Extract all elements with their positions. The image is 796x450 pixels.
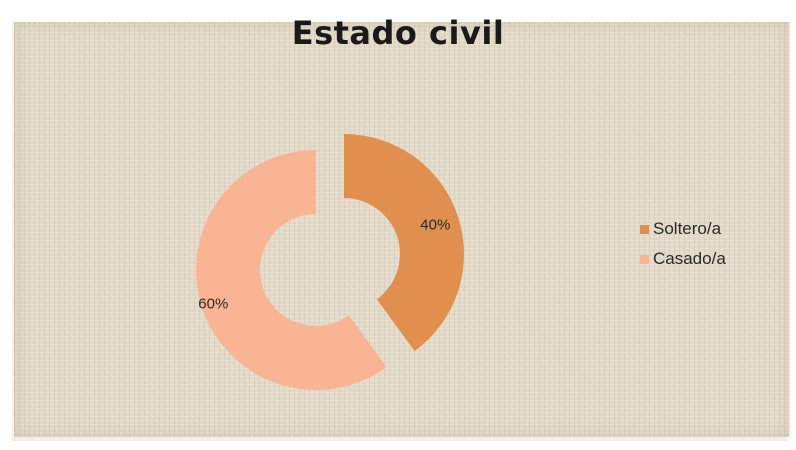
legend-swatch-soltero [640, 224, 649, 234]
legend-label-soltero: Soltero/a [653, 219, 722, 238]
bottom-strip [12, 437, 787, 441]
slice-label-casado: 60% [198, 295, 228, 312]
legend-item-casado: Casado/a [640, 244, 726, 274]
legend-swatch-casado [640, 254, 649, 264]
slice-soltero [344, 134, 465, 352]
legend-item-soltero: Soltero/a [640, 214, 726, 244]
slice-casado [196, 150, 387, 390]
legend-label-casado: Casado/a [653, 249, 726, 268]
slice-label-soltero: 40% [420, 216, 450, 233]
chart-legend: Soltero/a Casado/a [640, 214, 726, 274]
chart-title: Estado civil [291, 14, 505, 52]
